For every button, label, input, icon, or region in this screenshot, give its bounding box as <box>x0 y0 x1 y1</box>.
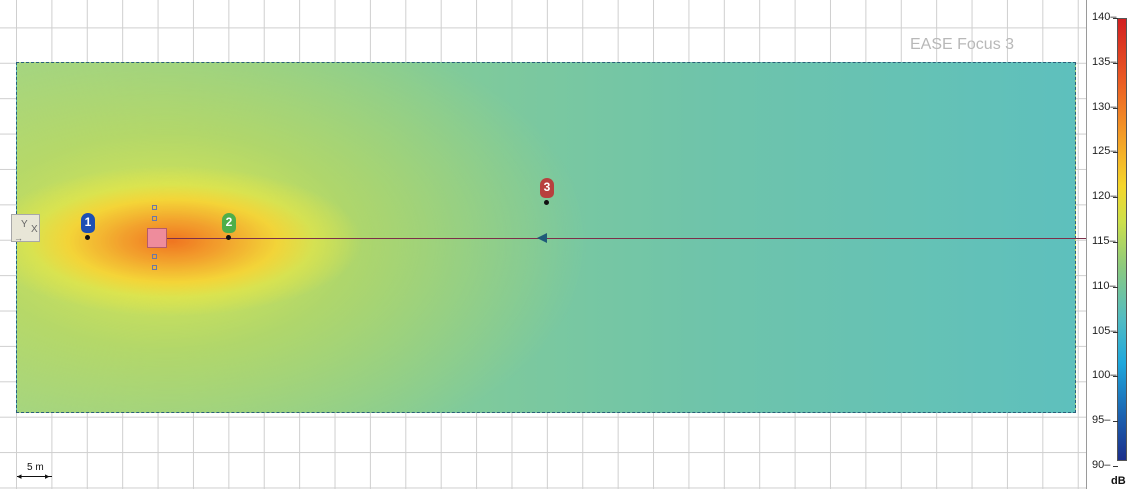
colorbar-tick-label: 95– <box>1092 414 1111 426</box>
colorbar-tick-label: 140– <box>1092 11 1117 23</box>
colorbar-tick <box>1113 421 1118 422</box>
speaker-position-dot <box>85 235 90 240</box>
origin-arrow-icon: → <box>14 233 23 243</box>
listener-axis-line <box>155 238 1086 239</box>
colorbar-tick-label: 105– <box>1092 325 1117 337</box>
scale-arrow-right-icon: ▸ <box>45 471 50 481</box>
line-array-source[interactable] <box>147 228 167 248</box>
colorbar-tick <box>1113 18 1118 19</box>
colorbar-tick <box>1113 108 1118 109</box>
origin-y-label: Y <box>21 219 28 230</box>
colorbar-tick-label: 120– <box>1092 190 1117 202</box>
colorbar-tick-label: 90– <box>1092 459 1111 471</box>
scale-bar <box>17 476 52 477</box>
colorbar-tick <box>1113 242 1118 243</box>
colorbar-unit-label: dB <box>1111 475 1126 487</box>
speaker-position-dot <box>226 235 231 240</box>
colorbar-tick <box>1113 332 1118 333</box>
speaker-position-dot <box>544 200 549 205</box>
colorbar-tick-label: 130– <box>1092 101 1117 113</box>
direction-arrow-icon <box>537 233 547 243</box>
speaker-marker-1[interactable]: 1 <box>81 213 95 233</box>
array-element <box>152 254 157 259</box>
speaker-marker-3[interactable]: 3 <box>540 178 554 198</box>
app-watermark: EASE Focus 3 <box>910 36 1015 53</box>
colorbar-tick <box>1113 287 1118 288</box>
scale-arrow-left-icon: ◂ <box>17 471 22 481</box>
array-element <box>152 216 157 221</box>
colorbar-tick-label: 125– <box>1092 145 1117 157</box>
db-colorbar <box>1117 18 1127 461</box>
colorbar-tick <box>1113 197 1118 198</box>
colorbar-tick <box>1113 63 1118 64</box>
speaker-marker-2[interactable]: 2 <box>222 213 236 233</box>
array-element <box>152 205 157 210</box>
array-element <box>152 265 157 270</box>
colorbar-tick <box>1113 376 1118 377</box>
colorbar-tick-label: 135– <box>1092 56 1117 68</box>
colorbar-tick-label: 100– <box>1092 369 1117 381</box>
colorbar-tick-label: 110– <box>1092 280 1116 292</box>
colorbar-tick-label: 115– <box>1092 235 1116 247</box>
origin-x-label: X <box>31 224 38 235</box>
origin-axes-marker[interactable]: Y X → <box>11 214 40 243</box>
colorbar-tick <box>1113 152 1118 153</box>
scale-bar-label: 5 m <box>27 462 44 473</box>
colorbar-tick <box>1113 466 1118 467</box>
